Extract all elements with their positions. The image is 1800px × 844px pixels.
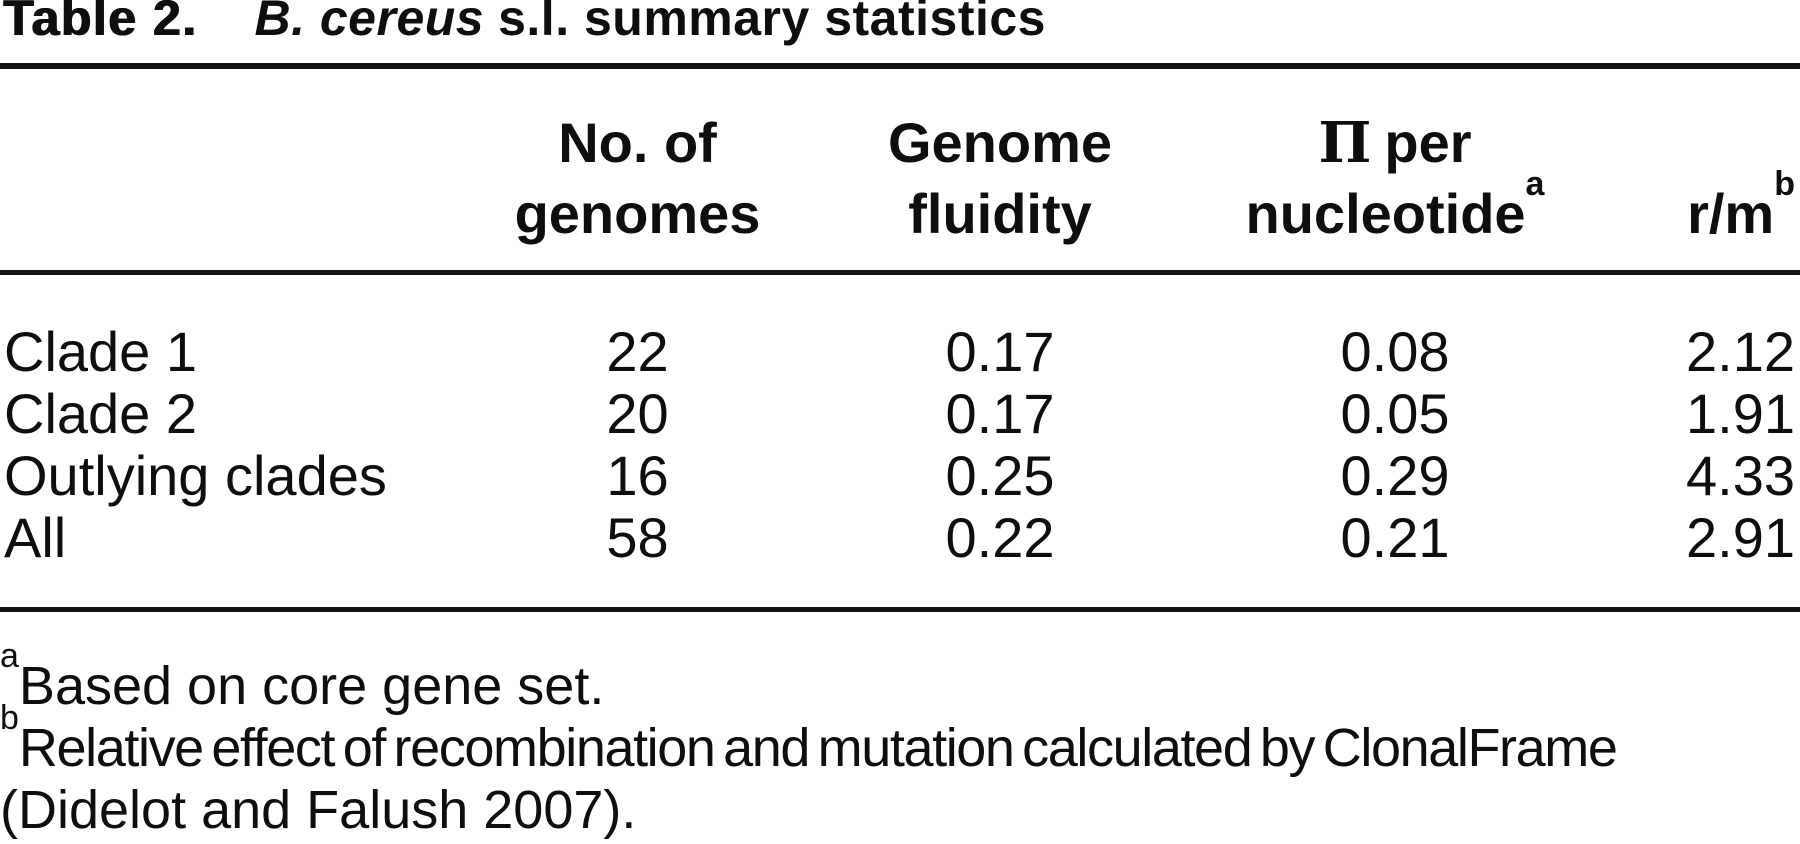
cell-genome-fluidity: 0.25 [945,444,1055,507]
row-label: All [4,506,67,569]
pi-symbol: Π [1318,110,1372,176]
bottom-rule [0,607,1800,612]
footnote-b-marker: b [0,699,19,737]
cell-r-m: 2.12 [1686,320,1795,383]
cell-pi-per-nucleotide: 0.08 [1340,320,1450,383]
column-header-no-of-genomes: No. of genomes [440,107,835,249]
footnotes: aBased on core gene set. bRelative effec… [0,612,1800,841]
row-label: Clade 2 [4,382,198,445]
cell-no-of-genomes: 20 [606,382,669,445]
cell-r-m: 2.91 [1686,506,1795,569]
header-line-2: fluidity [908,182,1092,245]
footnote-b: bRelative effect of recombination and mu… [0,701,1800,841]
cell-genome-fluidity: 0.17 [945,320,1055,383]
cell-r-m: 1.91 [1686,382,1795,445]
header-word: nucleotide [1245,182,1526,245]
top-rule [0,63,1800,69]
column-header-r-m: r/mb [1625,107,1800,249]
header-line-2: genomes [514,182,761,245]
cell-pi-per-nucleotide: 0.05 [1340,382,1450,445]
cell-genome-fluidity: 0.17 [945,382,1055,445]
header-line-2: r/mb [1625,167,1795,249]
footnote-a: aBased on core gene set. [0,639,1800,717]
cell-pi-per-nucleotide: 0.21 [1340,506,1450,569]
footnote-b-text-line1: Relative effect of recombination and mut… [18,718,1618,778]
header-line-2: nucleotidea [1165,167,1625,249]
cell-genome-fluidity: 0.22 [945,506,1055,569]
row-label: Clade 1 [4,320,198,383]
header-line-1: Genome [887,111,1113,174]
cell-no-of-genomes: 58 [606,506,669,569]
column-header-genome-fluidity: Genome fluidity [835,107,1165,249]
header-spacer-cell [0,107,440,249]
footnote-a-marker: a [0,637,19,675]
footnote-marker-a: a [1525,165,1545,204]
footnote-b-text-line2: (Didelot and Falush 2007). [0,780,637,840]
cell-pi-per-nucleotide: 0.29 [1340,444,1450,507]
caption-species-name: B. cereus [254,0,485,46]
header-line-1 [1625,107,1795,178]
caption-table-number: Table 2. [3,0,198,46]
header-line-1: No. of [558,111,717,174]
table-caption: Table 2. B. cereus s.l. summary statistics [3,0,1046,46]
cell-no-of-genomes: 22 [606,320,669,383]
table-body: Clade 1 22 0.17 0.08 2.12 Clade 2 20 0.1… [0,321,1800,569]
caption-title-text: s.l. summary statistics [498,0,1046,46]
header-word: r/m [1687,182,1775,245]
footnote-marker-b: b [1774,165,1795,204]
header-rule [0,270,1800,275]
cell-r-m: 4.33 [1686,444,1795,507]
cell-no-of-genomes: 16 [606,444,669,507]
header-word: per [1384,111,1472,174]
row-label: Outlying clades [4,444,387,507]
footnote-a-text: Based on core gene set. [18,656,605,716]
